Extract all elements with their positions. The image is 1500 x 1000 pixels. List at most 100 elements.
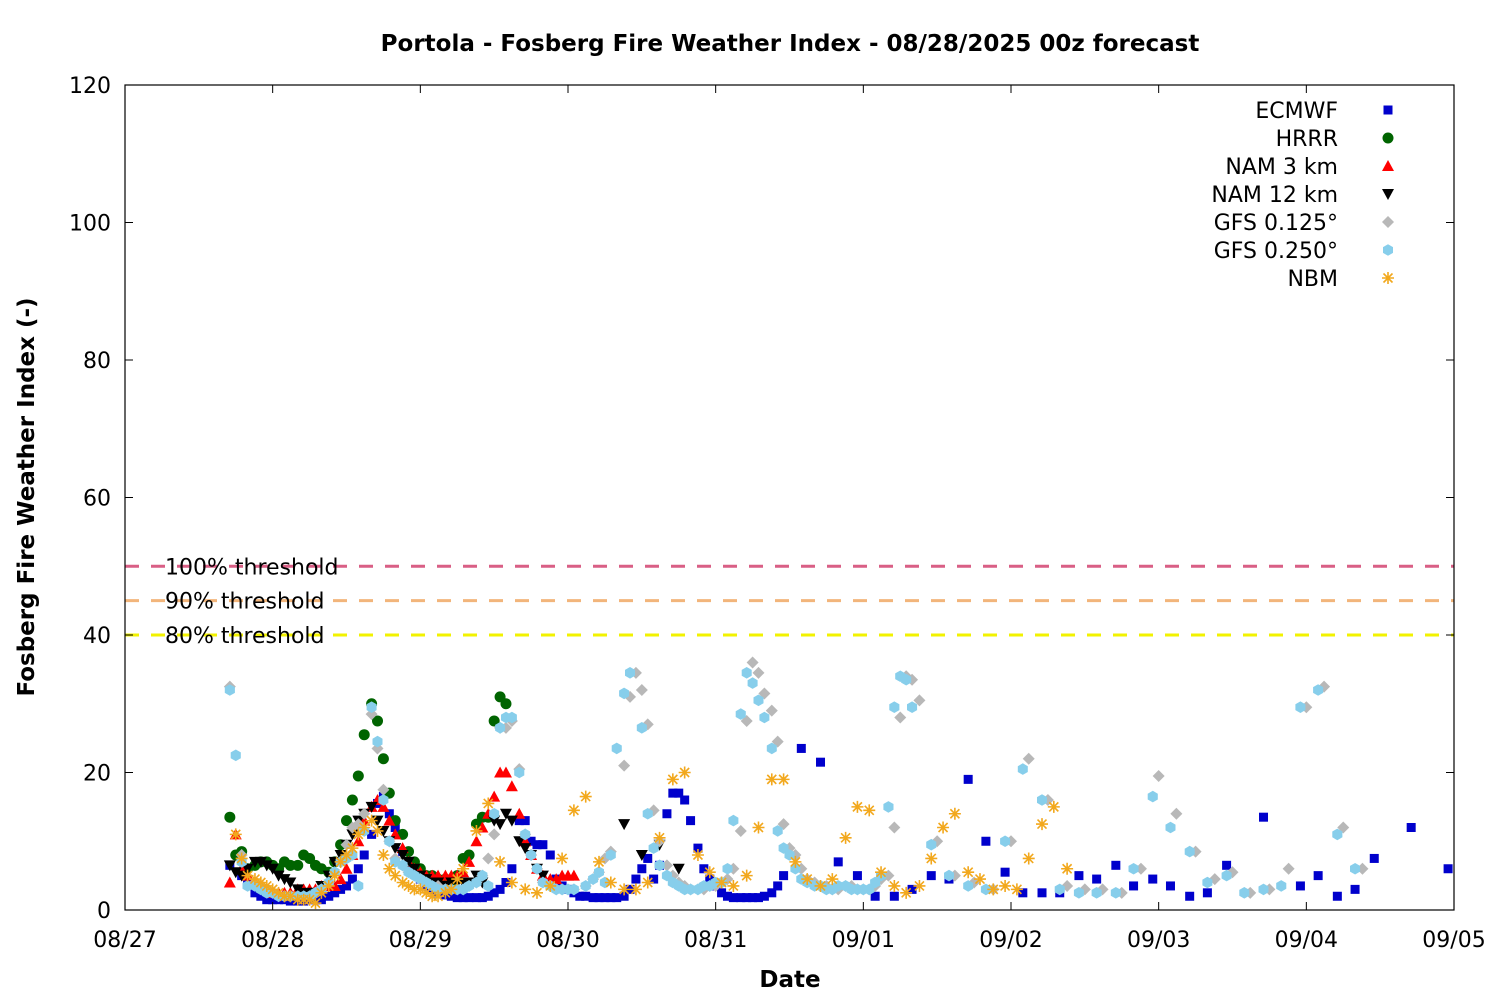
data-point [536,870,549,882]
data-point [567,869,580,881]
data-point [532,863,542,875]
data-point [383,862,396,875]
data-point [1239,887,1250,899]
legend-marker [1383,105,1393,115]
data-point [1350,863,1361,875]
data-point [334,873,347,885]
data-point [944,869,954,882]
data-point [635,684,648,696]
data-point [372,735,383,748]
data-point [396,876,409,889]
data-point [359,850,369,860]
data-point [963,774,973,784]
data-point [1202,888,1212,898]
data-point [662,809,672,819]
data-point [661,869,672,882]
data-point [470,824,483,837]
data-point [593,855,606,868]
data-point [514,816,524,826]
data-point [619,687,630,700]
data-point [618,883,631,896]
data-point [654,859,665,872]
data-point [606,893,616,903]
data-point [863,804,876,817]
legend-label: ECMWF [1255,99,1338,124]
data-point [377,849,390,861]
data-point [948,807,961,820]
data-point [235,852,248,865]
data-point [389,869,402,882]
data-point [765,773,778,786]
data-point [268,895,278,905]
data-point [223,860,236,872]
data-point [1406,823,1416,832]
data-point [414,883,427,896]
data-point [457,862,470,875]
data-point [619,891,629,901]
data-point [384,835,395,847]
data-point [396,850,409,861]
data-point [672,863,685,875]
data-point [526,836,536,846]
data-point [446,891,456,901]
data-point [519,843,532,855]
data-point [556,852,569,865]
data-point [612,893,622,903]
data-point [532,840,542,850]
data-point [588,873,599,885]
data-point [575,891,585,901]
data-point [544,879,557,892]
data-point [495,722,506,734]
data-point [753,694,764,707]
data-point [353,880,364,892]
legend-marker [1382,160,1394,171]
data-point [458,893,468,903]
data-point [432,890,445,903]
x-tick-label: 09/03 [1127,928,1190,953]
data-point [567,804,580,817]
data-point [1369,853,1379,863]
legend-marker [1382,189,1394,200]
data-point [618,819,631,831]
data-point [913,694,926,707]
data-point [1332,828,1343,841]
data-point [901,673,912,686]
data-point [1148,874,1158,884]
data-point [635,850,648,861]
data-point [260,860,273,872]
data-point [488,828,501,841]
data-point [505,815,518,827]
data-point [464,893,474,903]
data-point [629,883,642,896]
data-point [973,873,986,886]
data-point [520,816,530,826]
x-tick-label: 08/30 [536,928,599,953]
legend-marker [1382,216,1394,228]
data-point [666,773,679,786]
data-point [1165,821,1176,834]
data-point [1170,807,1183,820]
data-point [1022,752,1035,765]
data-point [801,873,814,886]
data-point [1017,763,1028,775]
data-point [767,888,777,898]
data-point [1222,860,1232,870]
data-point [1128,863,1139,875]
data-point [519,883,532,896]
data-point [875,866,888,879]
data-point [1165,881,1175,891]
data-point [851,800,864,813]
legend-label: GFS 0.250° [1214,239,1338,264]
data-point [826,873,839,886]
data-point [341,815,352,827]
data-point [1221,869,1232,882]
data-point [303,893,316,906]
data-point [224,684,235,696]
data-point [324,891,334,901]
data-point [538,840,548,850]
data-point [980,883,991,896]
data-point [594,866,604,878]
data-point [378,794,389,806]
x-tick-label: 08/27 [93,928,156,953]
data-point [747,677,758,689]
